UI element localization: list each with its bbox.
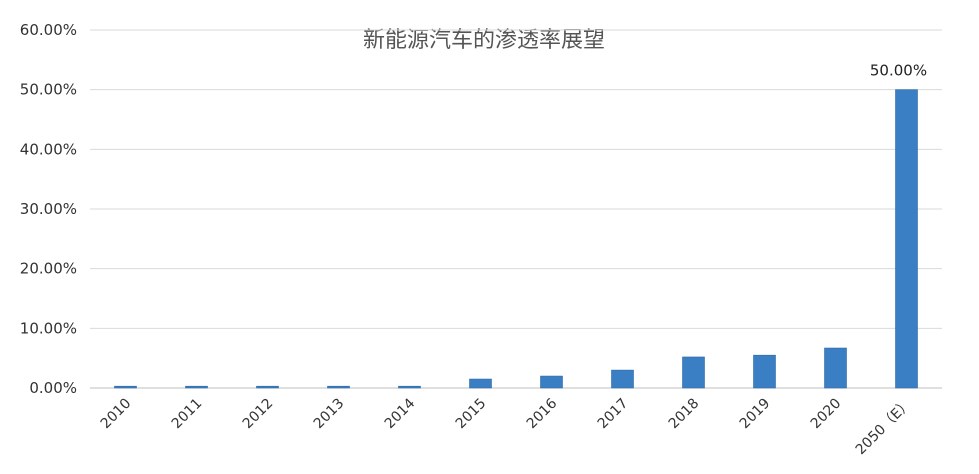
x-tick-label: 2014: [382, 395, 419, 432]
chart-title: 新能源汽车的渗透率展望: [363, 28, 605, 53]
bar: [682, 356, 705, 389]
y-tick-label: 10.00%: [20, 319, 77, 337]
y-tick-label: 40.00%: [20, 140, 77, 158]
bar: [114, 385, 137, 389]
bar: [398, 385, 421, 389]
bar: [185, 385, 208, 389]
bar: [753, 354, 776, 389]
bar: [469, 378, 492, 389]
x-tick-label: 2015: [453, 396, 490, 433]
x-axis-tick-labels: 2010 2011 2012 2013 2014 2015 2016 2017 2018 2019…: [98, 395, 916, 458]
x-tick-label: 2010: [98, 396, 135, 433]
data-label: 50.00%: [870, 62, 927, 80]
y-tick-label: 60.00%: [20, 21, 77, 39]
x-tick-label: 2017: [595, 396, 632, 433]
bar: [824, 347, 847, 389]
y-tick-label: 20.00%: [20, 260, 77, 278]
x-tick-label: 2013: [311, 396, 348, 433]
y-tick-label: 0.00%: [29, 379, 77, 397]
y-tick-label: 30.00%: [20, 200, 77, 218]
x-tick-label: 2016: [524, 395, 561, 432]
bars: [114, 89, 918, 389]
bar: [540, 375, 563, 389]
x-tick-label: 2050（E）: [853, 396, 916, 459]
x-tick-label: 2011: [169, 396, 206, 433]
x-tick-label: 2019: [737, 396, 774, 433]
x-tick-label: 2012: [240, 396, 277, 433]
gridlines: [90, 29, 942, 389]
data-labels: 50.00%: [870, 62, 927, 80]
x-tick-label: 2018: [666, 396, 703, 433]
x-tick-label: 2020: [808, 396, 845, 433]
bar: [611, 369, 634, 389]
bar: [895, 89, 918, 389]
bar: [256, 385, 279, 389]
bar: [327, 385, 350, 389]
y-tick-label: 50.00%: [20, 81, 77, 99]
y-axis-tick-labels: 0.00% 10.00% 20.00% 30.00% 40.00% 50.00% 60.00…: [20, 21, 77, 397]
